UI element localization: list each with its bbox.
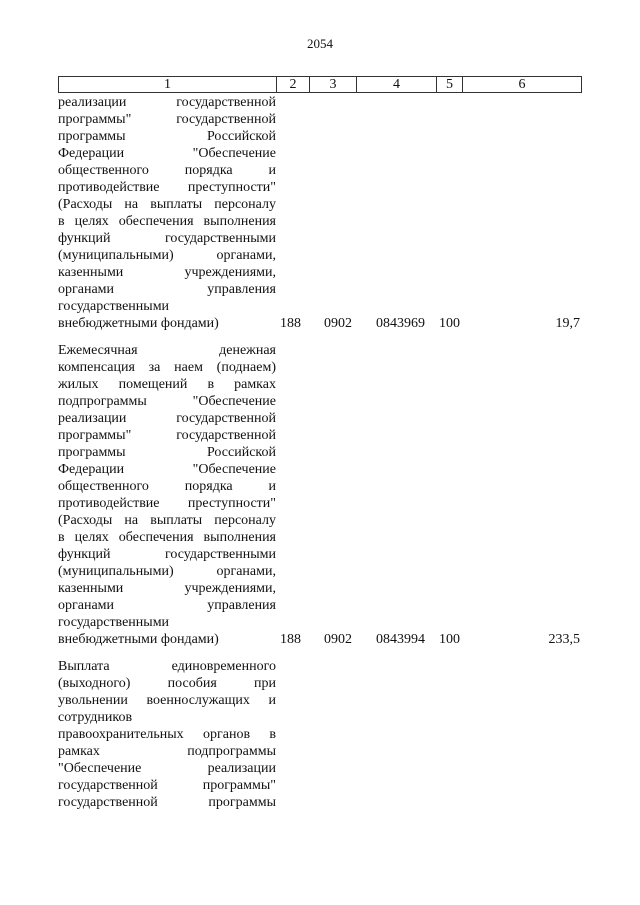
description-line: органами управления (58, 282, 276, 297)
table-row: Ежемесячная денежная компенсация за наем … (58, 342, 580, 648)
description-line: (выходного) пособия при (58, 676, 276, 691)
cell-col3: 0902 (324, 316, 352, 331)
description-line: Федерации "Обеспечение (58, 462, 276, 477)
description-line: государственными (58, 299, 170, 314)
description-line: внебюджетными фондами) (58, 632, 219, 647)
description-line: реализации государственной (58, 411, 276, 426)
table-header: 1 2 3 4 5 6 (58, 76, 582, 93)
description-line: общественного порядка и (58, 479, 276, 494)
description-line: рамках подпрограммы (58, 744, 276, 759)
description-line: государственной программы (58, 795, 276, 810)
description-line: программы Российской (58, 445, 276, 460)
table-row: реализации государственной программы" гос… (58, 94, 580, 332)
header-col-1: 1 (59, 77, 277, 92)
header-col-3: 3 (310, 77, 357, 92)
header-col-4: 4 (357, 77, 437, 92)
description-line: сотрудников (58, 710, 133, 725)
description-line: Ежемесячная денежная (58, 343, 276, 358)
header-col-2: 2 (277, 77, 310, 92)
description-line: Выплата единовременного (58, 659, 276, 674)
description-line: общественного порядка и (58, 163, 276, 178)
table-body: реализации государственной программы" гос… (58, 94, 580, 821)
description-line: Федерации "Обеспечение (58, 146, 276, 161)
description-line: программы" государственной (58, 428, 276, 443)
cell-col5: 100 (439, 632, 460, 647)
table-row: Выплата единовременного (выходного) пособ… (58, 658, 580, 811)
description-line: "Обеспечение реализации (58, 761, 276, 776)
cell-col3: 0902 (324, 632, 352, 647)
description-line: компенсация за наем (поднаем) (58, 360, 276, 375)
page-number: 2054 (307, 36, 333, 51)
description-line: (Расходы на выплаты персоналу (58, 513, 276, 528)
description-line: противодействие преступности" (58, 496, 276, 511)
cell-col2: 188 (280, 632, 301, 647)
description-line: государственными (58, 615, 170, 630)
description-line: в целях обеспечения выполнения (58, 530, 276, 545)
description-line: функций государственными (58, 231, 276, 246)
description-line: реализации государственной (58, 95, 276, 110)
cell-col4: 0843969 (376, 316, 425, 331)
description-line: органами управления (58, 598, 276, 613)
description-line: казенными учреждениями, (58, 265, 276, 280)
description-line: программы Российской (58, 129, 276, 144)
header-col-6: 6 (518, 77, 526, 92)
cell-col4: 0843994 (376, 632, 425, 647)
description-line: (муниципальными) органами, (58, 564, 276, 579)
description-line: казенными учреждениями, (58, 581, 276, 596)
description-line: внебюджетными фондами) (58, 316, 219, 331)
description-line: государственной программы" (58, 778, 276, 793)
description-line: противодействие преступности" (58, 180, 276, 195)
description-line: функций государственными (58, 547, 276, 562)
description-line: в целях обеспечения выполнения (58, 214, 276, 229)
description-line: жилых помещений в рамках (58, 377, 276, 392)
description-line: правоохранительных органов в (58, 727, 276, 742)
cell-col6: 19,7 (555, 316, 581, 331)
description-line: (Расходы на выплаты персоналу (58, 197, 276, 212)
description-line: (муниципальными) органами, (58, 248, 276, 263)
cell-col5: 100 (439, 316, 460, 331)
description-line: программы" государственной (58, 112, 276, 127)
cell-col6: 233,5 (548, 632, 581, 647)
header-col-5: 5 (437, 77, 463, 92)
description-line: увольнении военнослужащих и (58, 693, 276, 708)
cell-col2: 188 (280, 316, 301, 331)
description-line: подпрограммы "Обеспечение (58, 394, 276, 409)
